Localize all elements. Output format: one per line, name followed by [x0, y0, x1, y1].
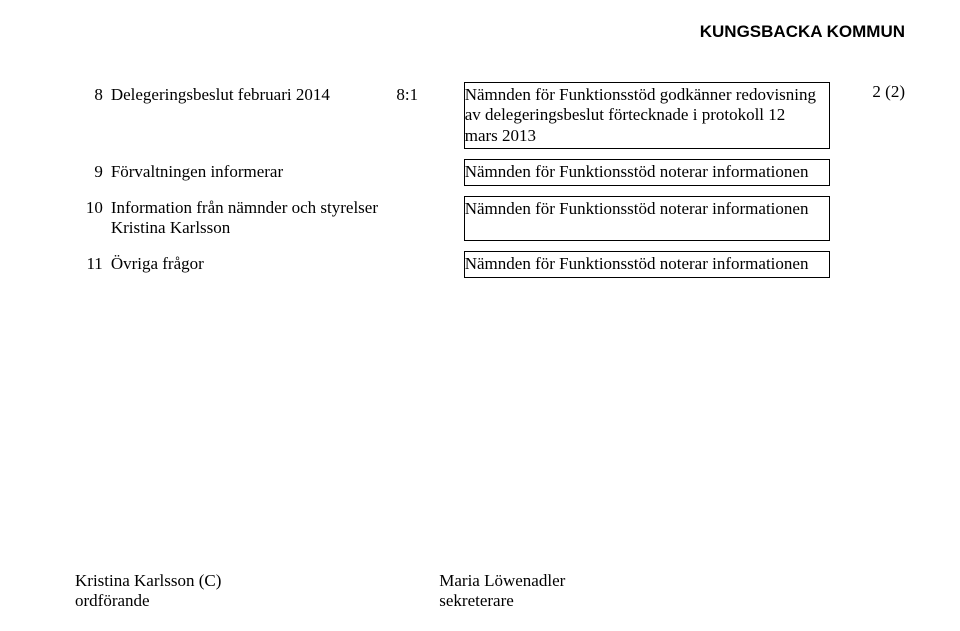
table-row: 11Övriga frågor Nämnden för Funktionsstöd… — [75, 252, 830, 277]
row-separator — [75, 149, 830, 160]
row-ref: 8:1 — [396, 83, 464, 149]
row-separator — [75, 241, 830, 252]
row-description: Nämnden för Funktionsstöd noterar inform… — [464, 196, 829, 241]
row-ref — [396, 196, 464, 241]
row-ref — [396, 160, 464, 185]
row-number: 8 — [75, 83, 111, 149]
signature-right-name: Maria Löwenadler — [439, 571, 565, 590]
agenda-table: 8Delegeringsbeslut februari 20148:1Nämnd… — [75, 82, 830, 278]
signature-left-role: ordförande — [75, 591, 150, 610]
table-row: 9Förvaltningen informerar Nämnden för Fun… — [75, 160, 830, 185]
row-description: Nämnden för Funktionsstöd noterar inform… — [464, 252, 829, 277]
signature-right-role: sekreterare — [439, 591, 514, 610]
row-separator — [75, 185, 830, 196]
row-number: 9 — [75, 160, 111, 185]
agenda-content: 8Delegeringsbeslut februari 20148:1Nämnd… — [75, 82, 905, 278]
row-number: 11 — [75, 252, 111, 277]
row-description: Nämnden för Funktionsstöd noterar inform… — [464, 160, 829, 185]
row-title: Övriga frågor — [111, 252, 397, 277]
table-row: 8Delegeringsbeslut februari 20148:1Nämnd… — [75, 83, 830, 149]
table-row: 10Information från nämnder och styrelser… — [75, 196, 830, 241]
row-description: Nämnden för Funktionsstöd godkänner redo… — [464, 83, 829, 149]
row-number: 10 — [75, 196, 111, 241]
page-count: 2 (2) — [872, 82, 905, 102]
signature-block: Kristina Karlsson (C) ordförande Maria L… — [75, 571, 905, 611]
org-header: KUNGSBACKA KOMMUN — [700, 22, 905, 42]
row-title: Delegeringsbeslut februari 2014 — [111, 83, 397, 149]
row-title: Information från nämnder och styrelserKr… — [111, 196, 397, 241]
row-title: Förvaltningen informerar — [111, 160, 397, 185]
row-ref — [396, 252, 464, 277]
signature-left-name: Kristina Karlsson (C) — [75, 571, 221, 590]
